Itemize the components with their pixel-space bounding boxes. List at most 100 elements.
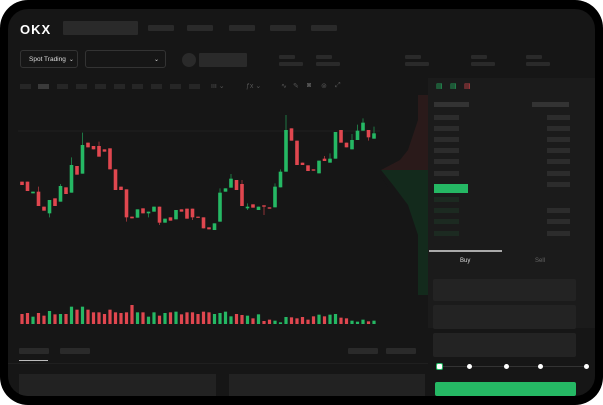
candle-body bbox=[80, 145, 85, 174]
candle-body bbox=[306, 165, 310, 171]
nav-item[interactable] bbox=[187, 25, 213, 31]
volume-bar bbox=[108, 309, 112, 324]
timeframe-button[interactable] bbox=[151, 84, 162, 89]
bottom-action[interactable] bbox=[386, 348, 416, 354]
timeframe-button[interactable] bbox=[132, 84, 143, 89]
candle-body bbox=[86, 142, 90, 148]
candle-type-icon[interactable]: ııı ⌄ bbox=[211, 83, 225, 90]
amount-input[interactable] bbox=[433, 305, 576, 329]
ask-amount bbox=[547, 182, 570, 187]
order-book-both-icon[interactable]: ▤ bbox=[436, 83, 443, 90]
slider-step-50[interactable] bbox=[504, 364, 509, 369]
total-input[interactable] bbox=[433, 333, 576, 357]
volume-bar bbox=[322, 316, 327, 324]
tab-order-history[interactable] bbox=[60, 348, 90, 354]
candlestick-chart[interactable] bbox=[8, 95, 428, 335]
ask-price bbox=[434, 137, 459, 142]
buy-button[interactable] bbox=[435, 382, 576, 396]
timeframe-button[interactable] bbox=[95, 84, 106, 89]
volume-bar bbox=[278, 322, 283, 324]
assets-card bbox=[19, 374, 216, 396]
candle-body bbox=[102, 149, 107, 152]
settings-icon[interactable]: ⊚ bbox=[321, 83, 327, 90]
order-book-asks-icon[interactable]: ▤ bbox=[464, 83, 471, 90]
volume-bar bbox=[311, 316, 316, 324]
tab-open-orders[interactable] bbox=[19, 348, 49, 354]
ask-amount bbox=[547, 148, 570, 153]
bid-amount bbox=[547, 208, 570, 213]
bid-price bbox=[434, 231, 459, 236]
candle-body bbox=[97, 146, 101, 157]
candle-body bbox=[251, 204, 255, 208]
candle-body bbox=[196, 216, 200, 218]
timeframe-button[interactable] bbox=[38, 84, 49, 89]
candle-body bbox=[135, 209, 140, 218]
candle-body bbox=[75, 166, 79, 175]
amount-slider[interactable] bbox=[438, 366, 588, 367]
draw-icon[interactable]: ✎ bbox=[293, 83, 299, 90]
candle-body bbox=[212, 223, 217, 230]
volume-bar bbox=[207, 312, 211, 324]
candle-body bbox=[152, 206, 156, 212]
timeframe-button[interactable] bbox=[114, 84, 125, 89]
ask-amount bbox=[547, 171, 570, 176]
nav-item[interactable] bbox=[148, 25, 174, 31]
market-select-button[interactable]: Spot Trading ⌄ bbox=[20, 50, 78, 68]
nav-item[interactable] bbox=[270, 25, 296, 31]
volume-bar bbox=[218, 313, 222, 324]
tab-sell[interactable]: Sell bbox=[535, 258, 546, 264]
candle-body bbox=[119, 186, 123, 190]
timeframe-button[interactable] bbox=[170, 84, 181, 89]
timeframe-button[interactable] bbox=[20, 84, 31, 89]
candle-body bbox=[278, 171, 283, 188]
volume-bar bbox=[152, 312, 156, 324]
volume-bar bbox=[201, 311, 206, 324]
camera-icon[interactable]: ◙ bbox=[307, 82, 312, 89]
fullscreen-icon[interactable]: ⤢ bbox=[335, 82, 341, 89]
ask-amount bbox=[547, 115, 570, 120]
ask-price bbox=[434, 126, 459, 131]
timeframe-button[interactable] bbox=[189, 84, 200, 89]
volume-bar bbox=[223, 311, 228, 324]
timeframe-button[interactable] bbox=[57, 84, 68, 89]
timeframe-button[interactable] bbox=[76, 84, 87, 89]
candle-body bbox=[168, 217, 173, 221]
candle-body bbox=[245, 206, 250, 209]
slider-step-75[interactable] bbox=[538, 364, 543, 369]
candle-body bbox=[64, 187, 68, 194]
volume-bar bbox=[36, 313, 41, 324]
volume-bar bbox=[212, 314, 217, 324]
indicator-icon[interactable]: ƒx ⌄ bbox=[246, 83, 262, 90]
candle-body bbox=[113, 169, 118, 190]
candle-body bbox=[163, 218, 167, 223]
line-tool-icon[interactable]: ∿ bbox=[281, 83, 287, 90]
search-placeholder[interactable] bbox=[63, 21, 138, 35]
price-input[interactable] bbox=[433, 279, 576, 301]
candle-body bbox=[273, 186, 277, 208]
candle-body bbox=[25, 181, 30, 191]
volume-bar bbox=[20, 314, 24, 324]
volume-bar bbox=[31, 316, 35, 324]
order-book-header bbox=[434, 102, 469, 107]
volume-bar bbox=[256, 314, 261, 324]
volume-bar bbox=[267, 319, 272, 324]
slider-step-100[interactable] bbox=[584, 364, 589, 369]
bottom-action[interactable] bbox=[348, 348, 378, 354]
coin-avatar bbox=[182, 53, 196, 67]
ask-price bbox=[434, 115, 459, 120]
candle-body bbox=[344, 142, 349, 148]
volume-bar bbox=[47, 311, 52, 324]
ask-price bbox=[434, 159, 459, 164]
volume-bar bbox=[91, 312, 96, 324]
volume-bar bbox=[146, 316, 151, 324]
volume-bar bbox=[124, 312, 129, 324]
nav-item[interactable] bbox=[311, 25, 337, 31]
slider-handle[interactable] bbox=[436, 363, 443, 370]
tab-buy[interactable]: Buy bbox=[460, 258, 471, 264]
order-book-bids-icon[interactable]: ▤ bbox=[450, 83, 457, 90]
candle-body bbox=[157, 206, 162, 223]
nav-item[interactable] bbox=[229, 25, 255, 31]
pair-select[interactable]: ⌄ bbox=[85, 50, 166, 68]
tab-underline bbox=[429, 250, 502, 252]
slider-step-25[interactable] bbox=[467, 364, 472, 369]
